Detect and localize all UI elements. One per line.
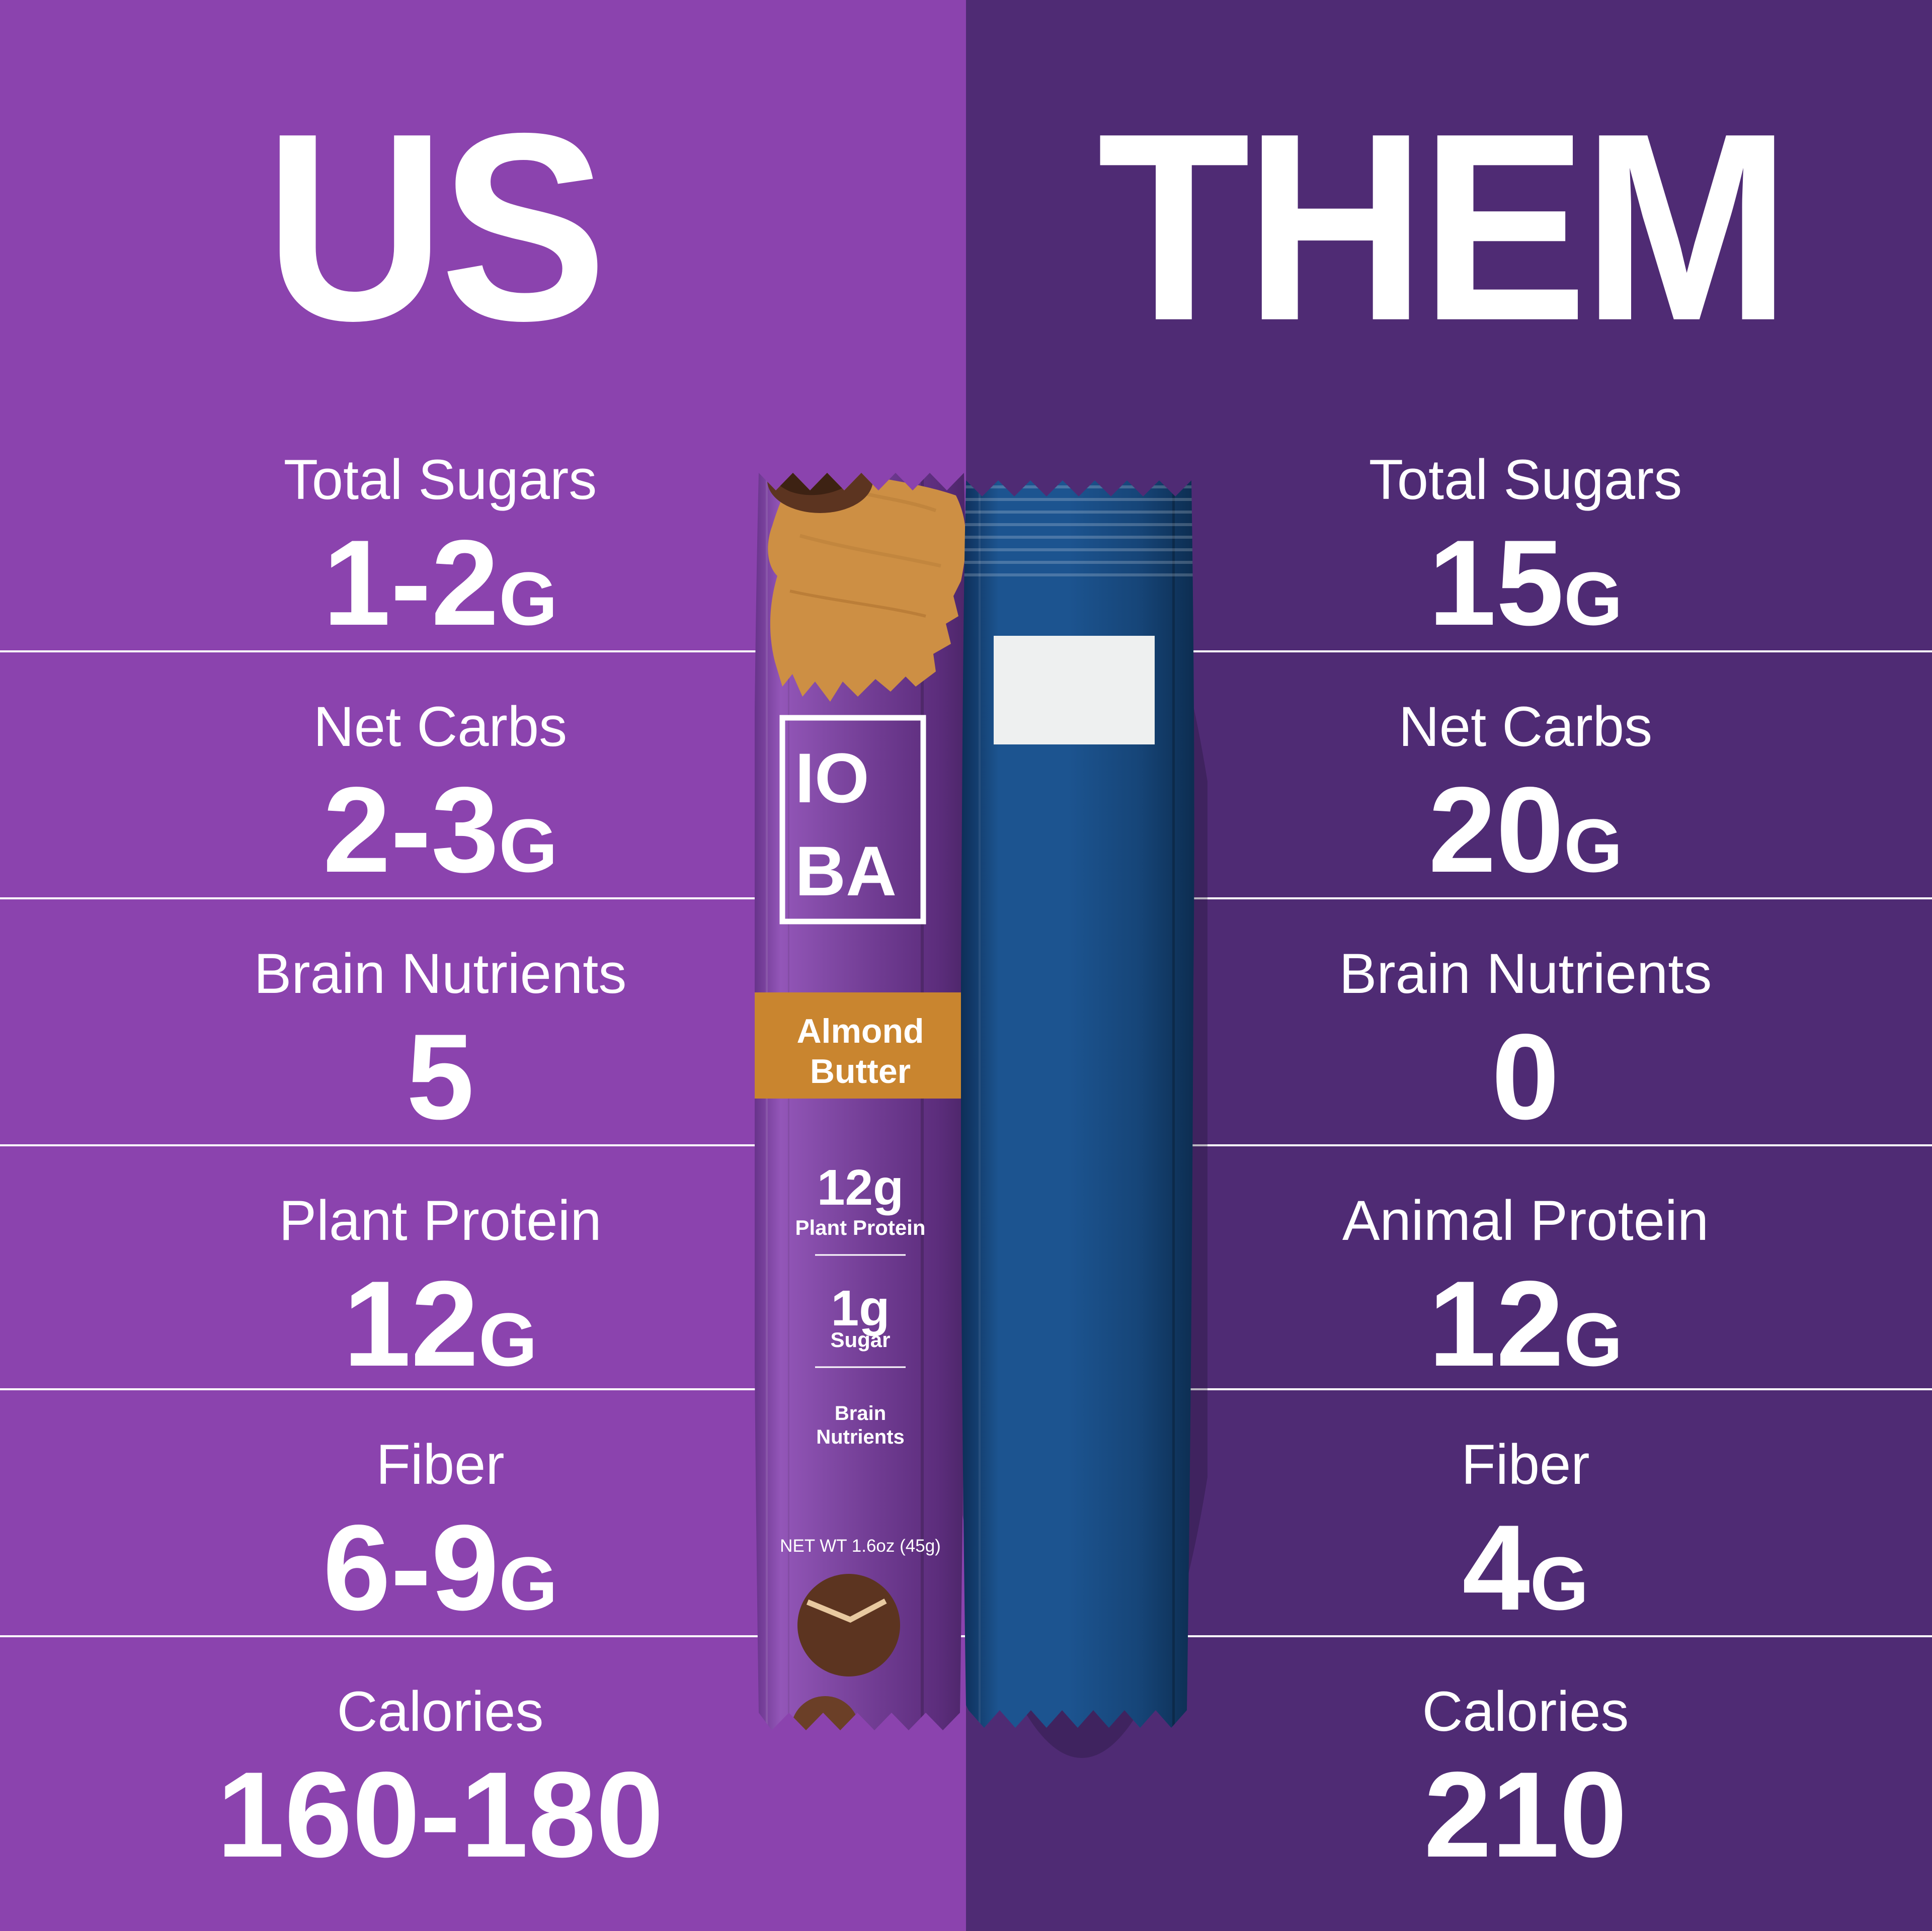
svg-text:NET WT 1.6oz (45g): NET WT 1.6oz (45g): [780, 1536, 941, 1556]
svg-text:Nutrients: Nutrients: [816, 1426, 905, 1448]
svg-text:Plant Protein: Plant Protein: [795, 1216, 925, 1239]
svg-text:Brain: Brain: [835, 1402, 886, 1424]
svg-text:Butter: Butter: [810, 1052, 911, 1090]
svg-text:Sugar: Sugar: [830, 1328, 890, 1352]
svg-text:Almond: Almond: [796, 1012, 924, 1050]
svg-text:IO: IO: [795, 738, 869, 817]
svg-text:BA: BA: [795, 831, 897, 910]
svg-text:12g: 12g: [817, 1159, 904, 1216]
